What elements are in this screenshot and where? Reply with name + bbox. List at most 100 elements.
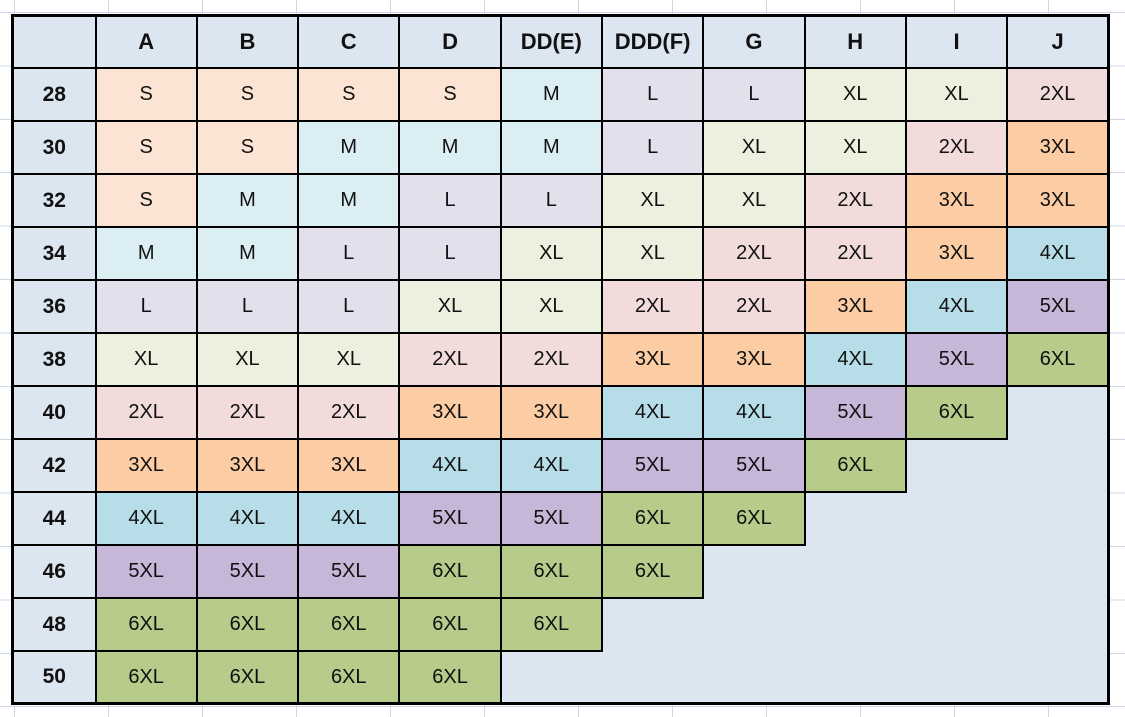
size-cell: L xyxy=(94,278,198,334)
column-header-B: B xyxy=(195,14,300,69)
size-cell: M xyxy=(195,172,300,228)
size-cell: L xyxy=(600,66,705,122)
table-row: 32 S M M L L XL XL 2XL 3XL 3XL xyxy=(11,172,1110,228)
size-cell: 6XL xyxy=(398,596,502,652)
size-cell: XL xyxy=(499,278,603,334)
empty-cell xyxy=(804,491,906,545)
empty-cell xyxy=(1007,385,1109,439)
size-cell: XL xyxy=(600,172,705,228)
column-header-G: G xyxy=(702,14,806,69)
empty-cell xyxy=(1007,597,1109,651)
size-cell: 3XL xyxy=(195,437,300,493)
size-cell: 2XL xyxy=(297,384,401,440)
size-cell: 4XL xyxy=(600,384,705,440)
size-cell: 5XL xyxy=(1006,278,1110,334)
column-header-C: C xyxy=(297,14,401,69)
size-cell: 6XL xyxy=(499,596,603,652)
size-cell: XL xyxy=(195,331,300,387)
size-cell: XL xyxy=(94,331,198,387)
size-cell: 2XL xyxy=(904,119,1009,175)
row-header-38: 38 xyxy=(11,331,97,387)
row-header-46: 46 xyxy=(11,543,97,599)
header-row: A B C D DD(E) DDD(F) G H I J xyxy=(11,14,1110,69)
size-cell: 4XL xyxy=(803,331,907,387)
size-cell: 2XL xyxy=(1006,66,1110,122)
size-cell: 3XL xyxy=(1006,119,1110,175)
corner-cell xyxy=(11,14,97,69)
size-cell: XL xyxy=(803,119,907,175)
size-cell: 2XL xyxy=(803,225,907,281)
empty-cell xyxy=(905,597,1008,651)
size-cell: 6XL xyxy=(297,649,401,705)
size-cell: S xyxy=(94,119,198,175)
size-cell: XL xyxy=(297,331,401,387)
size-cell: 5XL xyxy=(297,543,401,599)
size-cell: S xyxy=(398,66,502,122)
row-header-36: 36 xyxy=(11,278,97,334)
size-cell: L xyxy=(398,172,502,228)
column-header-J: J xyxy=(1006,14,1110,69)
size-cell: XL xyxy=(499,225,603,281)
size-cell: 3XL xyxy=(94,437,198,493)
size-cell: 5XL xyxy=(904,331,1009,387)
size-cell: 2XL xyxy=(702,225,806,281)
size-cell: 2XL xyxy=(499,331,603,387)
size-cell: 6XL xyxy=(398,543,502,599)
table-row: 44 4XL 4XL 4XL 5XL 5XL 6XL 6XL xyxy=(11,490,1109,546)
column-header-H: H xyxy=(803,14,907,69)
size-cell: 3XL xyxy=(600,331,705,387)
size-cell: 4XL xyxy=(398,437,502,493)
size-cell: 5XL xyxy=(600,437,705,493)
size-cell: M xyxy=(195,225,300,281)
size-cell: 6XL xyxy=(195,649,300,705)
empty-cell xyxy=(804,597,906,651)
column-header-D: D xyxy=(398,14,502,69)
size-cell: 3XL xyxy=(1006,172,1110,228)
size-cell: 6XL xyxy=(297,596,401,652)
size-cell: 2XL xyxy=(195,384,300,440)
size-cell: 6XL xyxy=(94,649,198,705)
size-cell: 6XL xyxy=(499,543,603,599)
size-cell: L xyxy=(195,278,300,334)
size-cell: 4XL xyxy=(94,490,198,546)
size-cell: 3XL xyxy=(803,278,907,334)
size-cell: 3XL xyxy=(702,331,806,387)
size-cell: S xyxy=(94,172,198,228)
table-row: 40 2XL 2XL 2XL 3XL 3XL 4XL 4XL 5XL 6XL xyxy=(11,384,1109,440)
row-header-50: 50 xyxy=(11,649,97,705)
size-cell: M xyxy=(94,225,198,281)
empty-cell xyxy=(905,491,1008,545)
size-cell: 6XL xyxy=(600,490,705,546)
size-cell: XL xyxy=(702,172,806,228)
size-cell: XL xyxy=(702,119,806,175)
size-cell: 3XL xyxy=(499,384,603,440)
size-cell: 5XL xyxy=(803,384,907,440)
size-cell: 5XL xyxy=(499,490,603,546)
empty-cell xyxy=(1007,491,1109,545)
size-cell: 5XL xyxy=(398,490,502,546)
size-cell: 4XL xyxy=(499,437,603,493)
size-cell: 4XL xyxy=(297,490,401,546)
size-cell: 5XL xyxy=(195,543,300,599)
column-header-A: A xyxy=(94,14,198,69)
column-header-I: I xyxy=(904,14,1009,69)
size-cell: M xyxy=(297,172,401,228)
size-cell: L xyxy=(600,119,705,175)
size-cell: L xyxy=(398,225,502,281)
size-cell: 2XL xyxy=(702,278,806,334)
table-row: 36 L L L XL XL 2XL 2XL 3XL 4XL 5XL xyxy=(11,278,1110,334)
size-cell: 6XL xyxy=(195,596,300,652)
size-cell: S xyxy=(94,66,198,122)
size-cell: 6XL xyxy=(94,596,198,652)
size-cell: S xyxy=(297,66,401,122)
row-header-48: 48 xyxy=(11,596,97,652)
size-cell: S xyxy=(195,119,300,175)
size-cell: L xyxy=(499,172,603,228)
row-header-42: 42 xyxy=(11,437,97,493)
size-cell: 6XL xyxy=(600,543,705,599)
size-cell: 2XL xyxy=(600,278,705,334)
size-cell: 6XL xyxy=(803,437,907,493)
size-cell: L xyxy=(702,66,806,122)
size-cell: 3XL xyxy=(904,172,1009,228)
